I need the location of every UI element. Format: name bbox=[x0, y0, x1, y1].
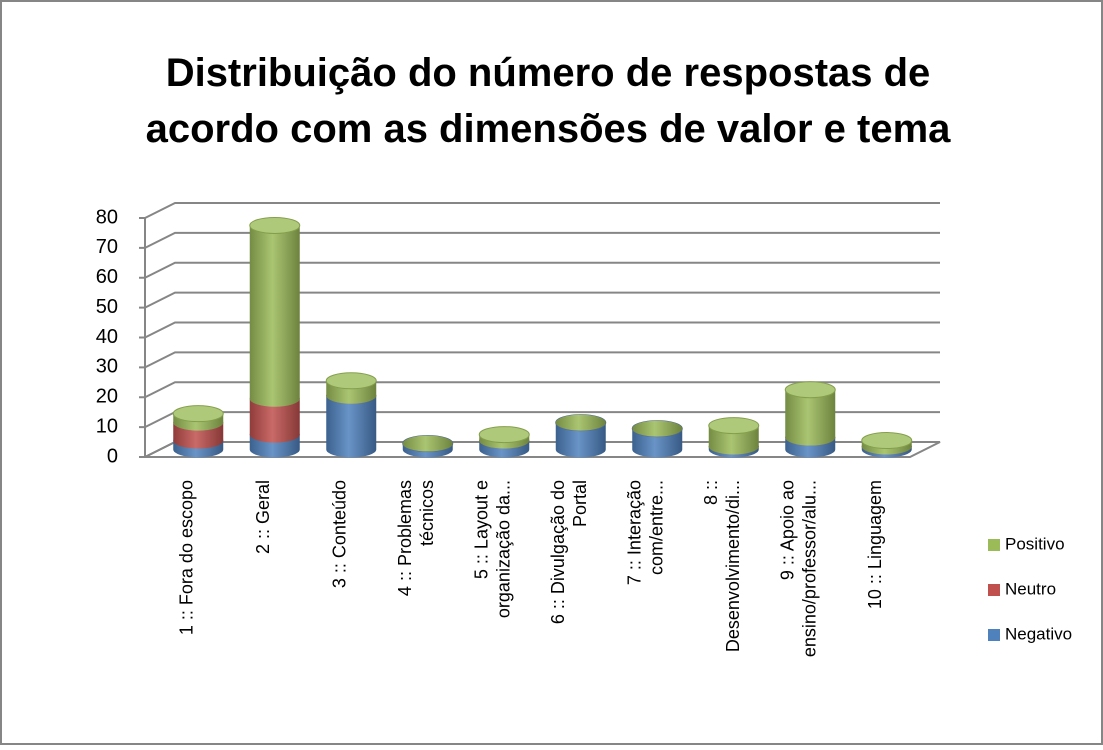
bar-segment bbox=[555, 414, 606, 431]
y-tick-label: 20 bbox=[96, 386, 118, 408]
y-tick-label: 10 bbox=[96, 415, 118, 437]
bar-cap bbox=[249, 216, 301, 234]
legend-swatch bbox=[988, 629, 1000, 641]
y-tick-label: 60 bbox=[96, 266, 118, 288]
x-tick-label: 8 :: Desenvolvimento/di... bbox=[701, 480, 743, 652]
x-tick-label: 9 :: Apoio ao ensino/professor/alu... bbox=[777, 480, 819, 657]
x-tick-label: 7 :: Interação com/entre... bbox=[624, 480, 666, 585]
legend-label: Negativo bbox=[1005, 624, 1072, 643]
bar-cap bbox=[172, 405, 224, 423]
bar-segment bbox=[632, 420, 683, 437]
x-tick-label: 5 :: Layout e organização da... bbox=[471, 480, 513, 618]
bar-cap bbox=[708, 417, 760, 435]
bar-cap bbox=[861, 432, 913, 450]
y-tick-label: 80 bbox=[96, 206, 118, 228]
grid-line bbox=[144, 321, 940, 339]
x-tick-label: 4 :: Problemas técnicos bbox=[395, 480, 437, 596]
grid-line bbox=[144, 261, 940, 279]
bar-segment bbox=[785, 381, 836, 446]
x-tick-label: 3 :: Conteúdo bbox=[329, 480, 349, 588]
y-tick-label: 50 bbox=[96, 296, 118, 318]
x-tick-label: 6 :: Divulgação do Portal bbox=[548, 480, 590, 624]
legend-label: Positivo bbox=[1005, 534, 1065, 553]
legend-label: Neutro bbox=[1005, 579, 1056, 598]
bar-segment bbox=[326, 387, 377, 458]
legend-swatch bbox=[988, 539, 1000, 551]
grid-line bbox=[144, 351, 940, 369]
y-tick-label: 0 bbox=[107, 445, 118, 467]
chart-title: Distribuição do número de respostas de ac… bbox=[146, 51, 952, 151]
bar-segment bbox=[402, 435, 453, 452]
x-tick-label: 10 :: Linguagem bbox=[865, 480, 885, 609]
x-tick-label: 2 :: Geral bbox=[253, 480, 273, 554]
bar-cap bbox=[478, 426, 530, 444]
grid-line bbox=[144, 381, 940, 399]
y-tick-label: 70 bbox=[96, 236, 118, 258]
grid-line bbox=[144, 291, 940, 309]
bar-cap bbox=[784, 381, 836, 399]
grid-line bbox=[144, 202, 940, 219]
grid-line bbox=[144, 231, 940, 249]
bar-segment bbox=[249, 217, 300, 407]
x-tick-label: 1 :: Fora do escopo bbox=[176, 480, 196, 635]
legend-swatch bbox=[988, 584, 1000, 596]
bar-cap bbox=[325, 372, 377, 390]
y-tick-label: 30 bbox=[96, 356, 118, 378]
y-tick-label: 40 bbox=[96, 326, 118, 348]
